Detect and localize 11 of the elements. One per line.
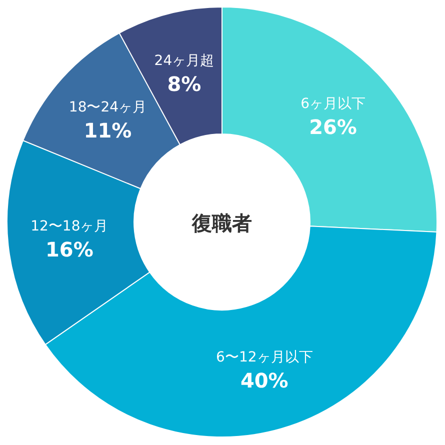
data-label: 8%	[167, 72, 202, 96]
data-label: 11%	[84, 118, 132, 143]
slice-label: 6〜12ヶ月以下	[216, 350, 313, 366]
text: 復職者	[191, 211, 252, 235]
slice-label: 12〜18ヶ月	[30, 218, 108, 235]
slice-label: 6ヶ月以下	[300, 96, 366, 112]
slice-label: 24ヶ月超	[154, 53, 214, 70]
data-label: 16%	[45, 238, 94, 262]
data-label: 26%	[309, 115, 357, 140]
data-label: 40%	[240, 368, 288, 393]
slice-label: 18〜24ヶ月	[68, 100, 147, 116]
